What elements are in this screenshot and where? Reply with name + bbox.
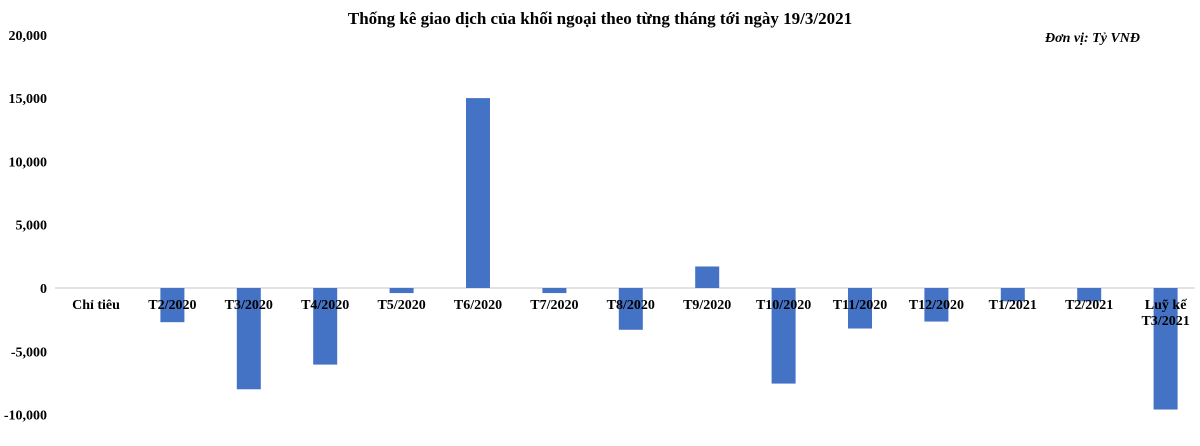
- x-tick-label: T5/2020: [377, 298, 425, 313]
- x-tick-label: T6/2020: [454, 298, 502, 313]
- bar: [848, 288, 872, 329]
- y-axis: 20,000 15,000 10,000 5,000 0 -5,000 -10,000: [4, 29, 47, 424]
- y-tick-label: -5,000: [11, 345, 47, 360]
- x-tick-label: T4/2020: [301, 298, 349, 313]
- bar: [618, 288, 643, 330]
- bar: [313, 288, 338, 365]
- x-tick-label: Luỹ kế T3/2021: [1141, 298, 1189, 329]
- bar: [924, 288, 949, 322]
- y-tick-label: 0: [40, 282, 47, 297]
- bar: [542, 288, 567, 294]
- y-tick-label: 20,000: [9, 29, 48, 44]
- bars: [160, 98, 1178, 410]
- y-tick-label: 5,000: [16, 219, 48, 234]
- x-tick-label: T2/2020: [148, 298, 196, 313]
- bar: [1077, 288, 1102, 302]
- x-tick-label: T10/2020: [756, 298, 811, 313]
- x-tick-label: T2/2021: [1065, 298, 1113, 313]
- y-tick-label: -10,000: [4, 409, 47, 424]
- x-tick-label: T9/2020: [683, 298, 731, 313]
- bar: [1000, 288, 1025, 302]
- bar: [466, 98, 490, 288]
- bar: [695, 266, 720, 288]
- y-tick-label: 10,000: [9, 155, 48, 170]
- x-tick-label: T1/2021: [989, 298, 1037, 313]
- bar: [160, 288, 185, 323]
- bar: [1153, 288, 1178, 410]
- x-tick-label: T11/2020: [833, 298, 887, 313]
- x-tick-label: T12/2020: [909, 298, 964, 313]
- unit-note: Đơn vị: Tỷ VNĐ: [1044, 31, 1140, 46]
- x-tick-label: T7/2020: [530, 298, 578, 313]
- x-axis: Chỉ tiêu T2/2020 T3/2020 T4/2020 T5/2020 T6/2…: [72, 298, 1190, 329]
- bar: [771, 288, 796, 384]
- x-tick-label: Chỉ tiêu: [72, 298, 120, 313]
- bar: [389, 288, 414, 294]
- chart-title: Thống kê giao dịch của khối ngoại theo t…: [348, 9, 852, 28]
- bar: [236, 288, 261, 390]
- y-tick-label: 15,000: [9, 92, 48, 107]
- x-tick-label: T3/2020: [225, 298, 273, 313]
- x-tick-label: T8/2020: [607, 298, 655, 313]
